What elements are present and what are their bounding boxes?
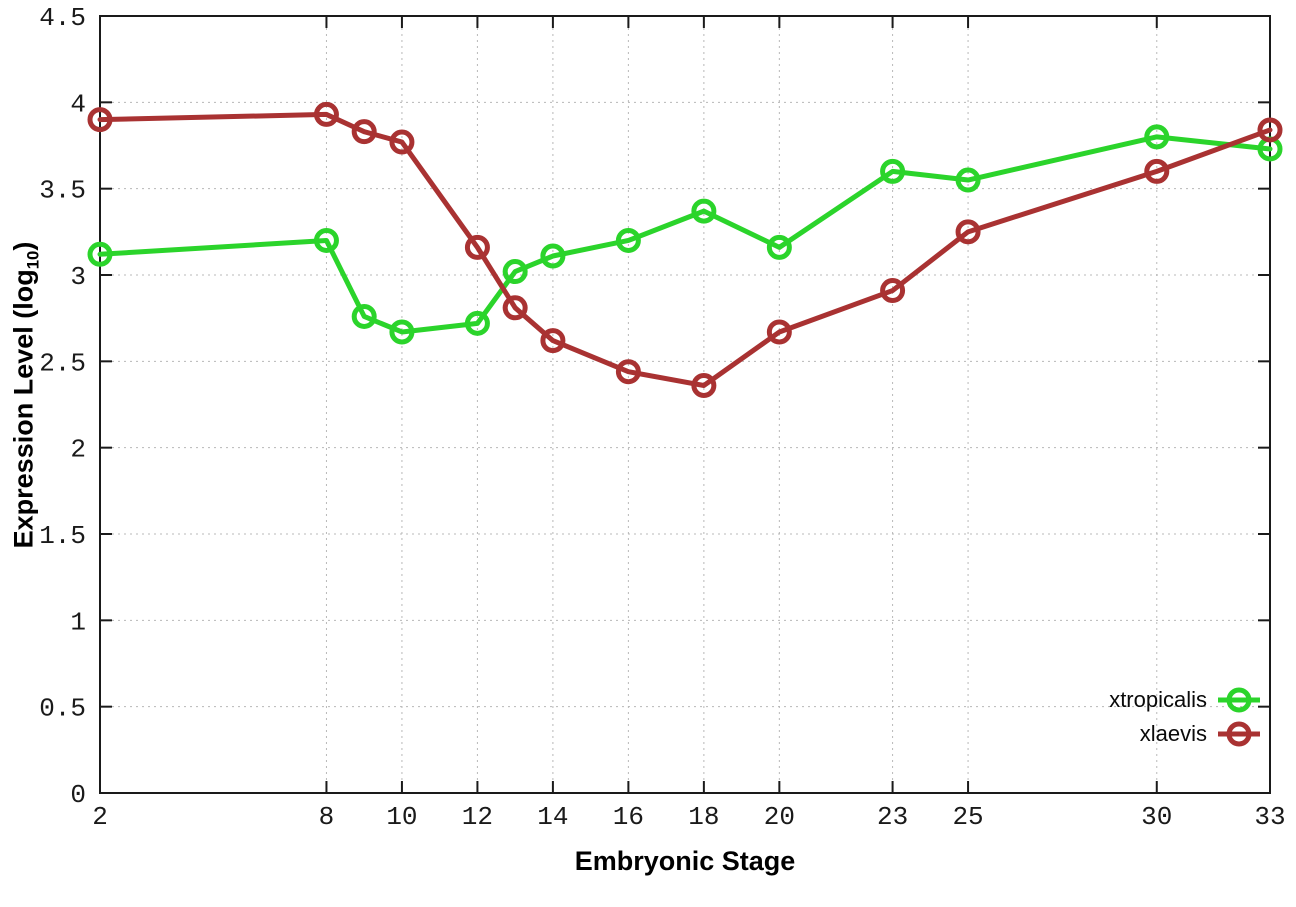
svg-text:2: 2 (92, 802, 108, 832)
svg-text:23: 23 (877, 802, 908, 832)
svg-text:25: 25 (952, 802, 983, 832)
svg-text:12: 12 (462, 802, 493, 832)
y-axis-title-subscript: 10 (23, 250, 43, 270)
svg-text:16: 16 (613, 802, 644, 832)
legend-label-xtropicalis: xtropicalis (1109, 686, 1207, 712)
svg-text:30: 30 (1141, 802, 1172, 832)
legend-label-xlaevis: xlaevis (1139, 720, 1207, 746)
svg-text:2: 2 (70, 435, 86, 465)
svg-text:2.5: 2.5 (39, 348, 86, 378)
y-axis-title: Expression Level (log10) (8, 242, 43, 549)
svg-text:1: 1 (70, 607, 86, 637)
legend-item-xtropicalis: xtropicalis (1109, 684, 1262, 715)
svg-text:10: 10 (386, 802, 417, 832)
svg-text:3.5: 3.5 (39, 176, 86, 206)
svg-text:20: 20 (764, 802, 795, 832)
y-axis-title-text: Expression Level (log (8, 269, 39, 549)
xlaevis-line-marker-icon (1218, 721, 1260, 746)
legend: xtropicalis xlaevis (1109, 684, 1262, 749)
svg-text:0.5: 0.5 (39, 694, 86, 724)
svg-text:4.5: 4.5 (39, 3, 86, 33)
svg-text:0: 0 (70, 780, 86, 810)
svg-text:14: 14 (537, 802, 568, 832)
y-axis-title-suffix: ) (8, 241, 39, 251)
x-axis-title: Embryonic Stage (574, 846, 796, 876)
svg-text:18: 18 (688, 802, 719, 832)
svg-text:8: 8 (319, 802, 335, 832)
svg-text:4: 4 (70, 89, 86, 119)
xtropicalis-line-marker-icon (1218, 687, 1260, 712)
svg-text:3: 3 (70, 262, 86, 292)
legend-item-xlaevis: xlaevis (1109, 718, 1262, 749)
svg-text:33: 33 (1254, 802, 1285, 832)
svg-text:1.5: 1.5 (39, 521, 86, 551)
